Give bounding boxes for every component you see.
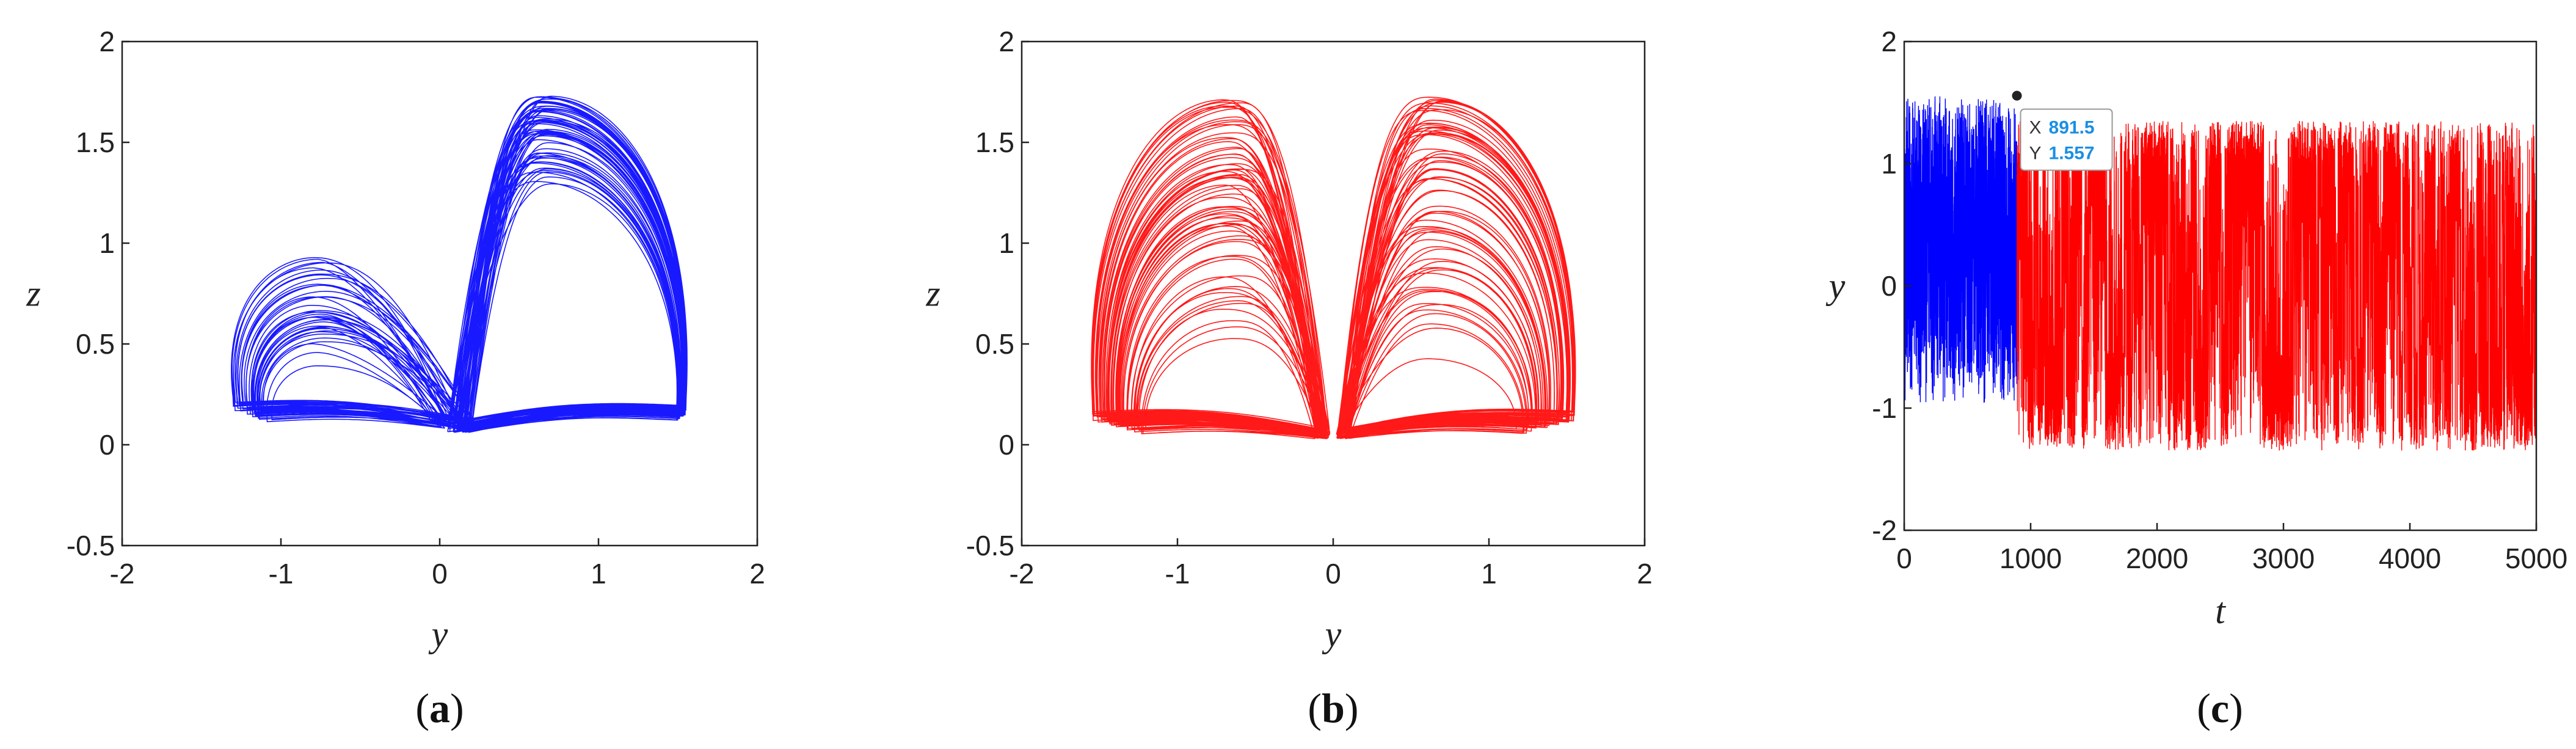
time-series-line	[2016, 120, 2537, 451]
y-tick-label: 0.5	[76, 328, 115, 360]
y-tick-label: 1.5	[975, 126, 1014, 158]
panel-c-label-close: )	[2229, 685, 2243, 731]
y-tick-label: 0	[1881, 270, 1897, 302]
panel-b-ticks: -2 -1 0 1 2 -0.5 0 0.5 1 1.5 2	[966, 26, 1653, 590]
panel-c-y-axis-label: y	[1825, 266, 1846, 306]
x-tick-label: 0	[1896, 543, 1912, 574]
datatip-marker[interactable]	[2012, 90, 2022, 101]
panel-b-axes-frame	[1021, 40, 1646, 547]
x-tick-label: 0	[1325, 558, 1341, 590]
panel-b-chart: -2 -1 0 1 2 -0.5 0 0.5 1 1.5 2 y z (b)	[925, 26, 1652, 731]
y-tick-label: -0.5	[966, 530, 1014, 561]
panel-c-label-letter: c	[2211, 685, 2229, 731]
x-tick-label: -2	[1010, 558, 1035, 590]
x-tick-label: 1	[1481, 558, 1497, 590]
y-tick-label: 0.5	[975, 328, 1014, 360]
panel-b-y-axis-label: z	[925, 274, 940, 314]
y-tick-label: 2	[1881, 26, 1897, 57]
x-tick-label: 3000	[2252, 543, 2315, 574]
x-tick-label: 5000	[2505, 543, 2567, 574]
panel-b-label-close: )	[1345, 685, 1359, 731]
y-tick-label: 1	[99, 227, 115, 259]
x-tick-label: -1	[1165, 558, 1190, 590]
panel-c-time-series	[1904, 96, 2537, 451]
y-tick-label: 0	[99, 429, 115, 461]
x-tick-label: 1	[591, 558, 606, 590]
x-tick-label: 0	[432, 558, 448, 590]
x-tick-label: -2	[110, 558, 135, 590]
y-tick-label: 1	[999, 227, 1014, 259]
datatip-y-value: 1.557	[2049, 144, 2095, 164]
x-tick-label: 2000	[2126, 543, 2188, 574]
panel-a-label-close: )	[450, 685, 464, 731]
datatip-y-key: Y	[2029, 144, 2042, 164]
y-tick-label: 0	[999, 429, 1014, 461]
y-tick-label: 2	[99, 26, 115, 57]
panel-a-x-axis-label: y	[428, 614, 448, 654]
x-tick-label: -1	[269, 558, 294, 590]
datatip-box	[2020, 108, 2113, 171]
attractor-trajectory-line	[231, 95, 688, 433]
panel-a-y-axis-label: z	[26, 274, 40, 314]
y-tick-label: -2	[1872, 514, 1897, 546]
panel-c-x-axis-label: t	[2215, 591, 2226, 631]
panel-c-datatip[interactable]: X 891.5 Y 1.557	[2012, 90, 2113, 171]
y-tick-label: 1	[1881, 148, 1897, 180]
panel-c-label: (c)	[2197, 685, 2243, 731]
panel-b-label-letter: b	[1322, 685, 1345, 731]
panel-c-chart: 0 1000 2000 3000 4000 5000 -2 -1 0 1 2 t y X 891.5…	[1825, 26, 2567, 731]
panel-a-axes-frame	[121, 40, 759, 547]
panel-c-ticks: 0 1000 2000 3000 4000 5000 -2 -1 0 1 2	[1872, 26, 2567, 574]
panel-a-chart: -2 -1 0 1 2 -0.5 0 0.5 1 1.5 2 y z (a)	[26, 26, 765, 731]
panel-a-label-open: (	[415, 685, 429, 731]
x-tick-label: 1000	[1999, 543, 2062, 574]
x-tick-label: 4000	[2379, 543, 2441, 574]
panel-c-label-open: (	[2197, 685, 2211, 731]
panel-b-label-open: (	[1308, 685, 1322, 731]
attractor-trajectory-line	[1091, 97, 1576, 439]
panel-a-label: (a)	[415, 685, 464, 731]
datatip-x-key: X	[2029, 118, 2042, 138]
datatip-x-value: 891.5	[2049, 118, 2095, 138]
panel-a-ticks: -2 -1 0 1 2 -0.5 0 0.5 1 1.5 2	[67, 26, 765, 590]
time-series-line	[1904, 96, 2018, 403]
y-tick-label: -1	[1872, 392, 1897, 424]
x-tick-label: 2	[1637, 558, 1653, 590]
panel-b-label: (b)	[1308, 685, 1358, 731]
y-tick-label: 2	[999, 26, 1014, 57]
panel-a-label-letter: a	[429, 685, 450, 731]
y-tick-label: 1.5	[76, 126, 115, 158]
panel-a-trajectory	[231, 95, 688, 433]
panel-b-trajectory	[1091, 97, 1576, 439]
y-tick-label: -0.5	[67, 530, 115, 561]
panel-b-x-axis-label: y	[1322, 614, 1342, 654]
x-tick-label: 2	[749, 558, 765, 590]
